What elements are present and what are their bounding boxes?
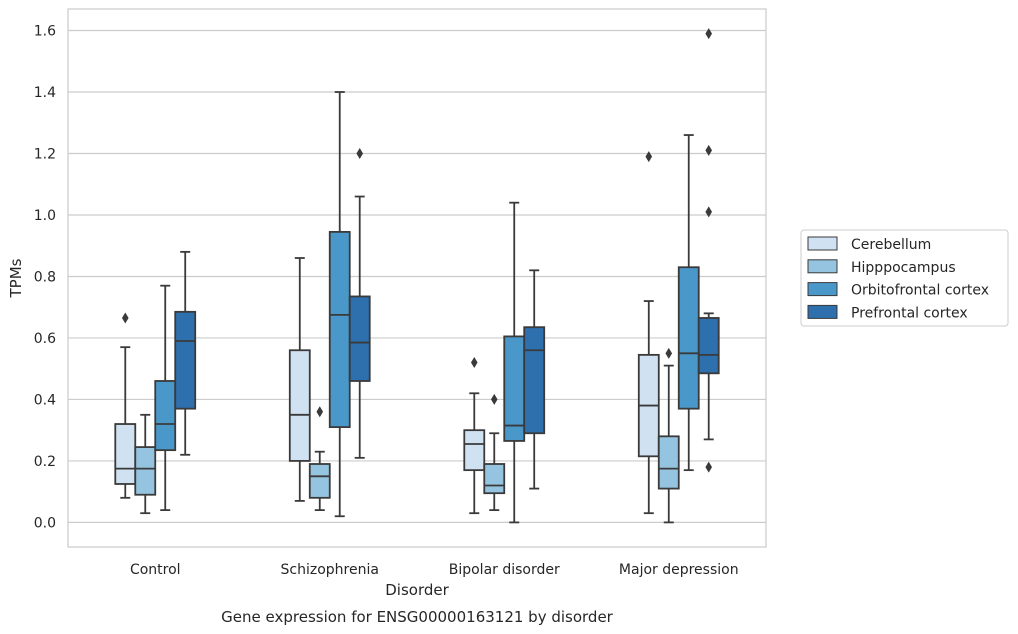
box-body	[657, 435, 680, 490]
box	[348, 147, 371, 459]
legend-swatch	[807, 259, 838, 274]
box	[328, 91, 351, 518]
y-tick-label: 1.0	[34, 208, 56, 224]
y-axis-label: TPMs	[7, 258, 25, 298]
y-tick-label: 0.8	[34, 269, 56, 285]
box-body	[134, 446, 157, 496]
legend-swatch	[807, 282, 838, 297]
box	[463, 357, 486, 515]
x-tick-label: Bipolar disorder	[449, 562, 560, 578]
box	[288, 257, 311, 502]
box	[114, 312, 137, 499]
legend-swatch	[807, 236, 838, 251]
box	[483, 393, 506, 512]
outlier-point	[705, 144, 713, 156]
legend-label: Cerebellum	[851, 237, 931, 253]
x-axis-ticks: Control Schizophrenia Bipolar disorder Majo…	[130, 562, 739, 578]
outlier-point	[705, 28, 713, 40]
y-tick-label: 0.6	[34, 331, 56, 347]
legend: Cerebellum Hipppocampus Orbitofrontal cort…	[800, 229, 1009, 327]
legend-label: Hipppocampus	[851, 260, 956, 276]
box-body	[154, 380, 177, 452]
outlier-point	[665, 347, 673, 359]
box	[503, 201, 526, 524]
legend-swatch	[807, 304, 838, 319]
box	[657, 347, 680, 524]
outlier-point	[645, 151, 653, 163]
x-tick-label: Schizophrenia	[281, 562, 379, 578]
legend-label: Prefrontal cortex	[851, 305, 968, 321]
legend-entry: Cerebellum	[807, 236, 931, 253]
box-body	[328, 230, 351, 429]
box-body	[463, 429, 486, 472]
legend-entry: Hipppocampus	[807, 259, 956, 276]
box-body	[348, 295, 371, 382]
box	[134, 413, 157, 515]
outlier-point	[705, 461, 713, 473]
x-tick-label: Major depression	[619, 562, 739, 578]
box	[308, 406, 331, 512]
box-body	[483, 463, 506, 495]
box-body	[523, 326, 546, 435]
y-tick-label: 0.0	[34, 515, 56, 531]
chart-caption: Gene expression for ENSG00000163121 by d…	[221, 608, 614, 626]
y-tick-label: 1.2	[34, 146, 56, 162]
box-body	[288, 349, 311, 462]
box	[697, 28, 720, 473]
outlier-point	[470, 357, 478, 369]
box	[523, 269, 546, 490]
legend-entry: Prefrontal cortex	[807, 304, 968, 321]
y-tick-label: 1.4	[34, 85, 56, 101]
box	[677, 134, 700, 472]
legend-label: Orbitofrontal cortex	[851, 283, 989, 299]
x-tick-label: Control	[130, 562, 181, 578]
legend-entry: Orbitofrontal cortex	[807, 282, 989, 299]
plot-frame	[67, 8, 767, 548]
legend-frame	[800, 229, 1009, 327]
outlier-point	[316, 406, 324, 418]
y-tick-label: 0.2	[34, 454, 56, 470]
box	[154, 284, 177, 512]
box-body	[308, 463, 331, 499]
outlier-point	[705, 206, 713, 218]
box-body	[114, 423, 137, 485]
box-body	[697, 317, 720, 375]
box-body	[174, 310, 197, 410]
outlier-point	[490, 393, 498, 405]
outlier-point	[121, 312, 129, 324]
outlier-point	[356, 147, 364, 159]
box	[174, 250, 197, 456]
x-axis-label: Disorder	[385, 581, 449, 599]
box	[637, 151, 660, 515]
box-series	[114, 28, 720, 524]
y-tick-label: 0.4	[34, 392, 56, 408]
box-body	[677, 266, 700, 410]
y-tick-label: 1.6	[34, 24, 56, 40]
y-axis-ticks: 0.0 0.2 0.4 0.6 0.8 1.0 1.2 1.4 1.6	[34, 24, 56, 532]
